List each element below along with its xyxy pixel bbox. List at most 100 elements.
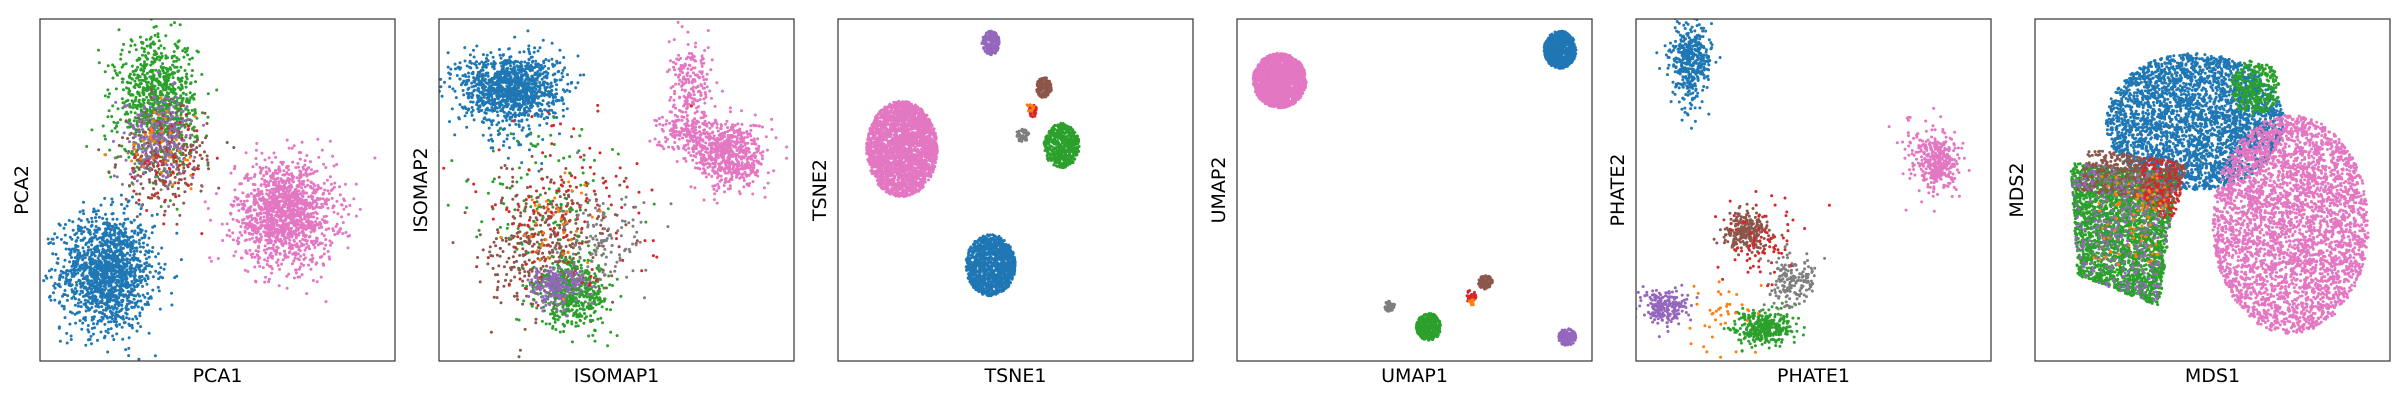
scatter-point	[293, 243, 297, 247]
scatter-point	[130, 39, 134, 43]
scatter-point	[186, 53, 190, 57]
scatter-point	[301, 199, 305, 203]
scatter-point	[527, 127, 531, 131]
scatter-point	[116, 265, 120, 269]
scatter-point	[275, 210, 278, 214]
scatter-point	[184, 148, 188, 152]
scatter-point	[85, 145, 89, 148]
scatter-point	[140, 147, 143, 151]
scatter-point	[256, 187, 260, 191]
scatter-point	[107, 245, 110, 249]
scatter-point	[470, 81, 474, 85]
scatter-point	[150, 80, 154, 84]
scatter-point	[252, 202, 256, 205]
scatter-point	[304, 246, 308, 250]
scatter-point	[119, 193, 123, 197]
scatter-point	[124, 158, 128, 162]
scatter-point	[150, 250, 154, 254]
scatter-point	[115, 278, 119, 282]
scatter-point	[268, 189, 272, 193]
scatter-point	[104, 227, 108, 231]
scatter-point	[115, 254, 119, 258]
scatter-point	[315, 236, 318, 240]
scatter-point	[264, 230, 268, 234]
scatter-point	[102, 308, 105, 312]
scatter-point	[103, 196, 107, 200]
scatter-point	[279, 177, 283, 181]
scatter-point	[141, 98, 145, 101]
scatter-point	[336, 212, 340, 216]
scatter-point	[264, 165, 268, 169]
scatter-point	[88, 255, 92, 259]
scatter-point	[551, 73, 555, 77]
scatter-point	[76, 236, 80, 240]
scatter-point	[152, 95, 156, 99]
scatter-point	[148, 166, 152, 170]
scatter-point	[129, 290, 133, 293]
scatter-point	[71, 220, 75, 224]
scatter-point	[158, 75, 162, 79]
scatter-point	[188, 162, 192, 166]
scatter-point	[497, 48, 501, 51]
scatter-point	[155, 212, 159, 216]
scatter-point	[159, 89, 163, 93]
scatter-point	[265, 172, 269, 175]
scatter-point	[251, 165, 255, 169]
scatter-point	[111, 104, 115, 108]
scatter-point	[256, 227, 260, 231]
scatter-point	[128, 125, 132, 129]
scatter-point	[141, 270, 145, 274]
scatter-point	[142, 50, 146, 54]
scatter-point	[335, 222, 339, 226]
scatter-point	[343, 199, 346, 203]
scatter-point	[326, 189, 330, 193]
scatter-point	[163, 8, 166, 11]
scatter-point	[269, 179, 273, 183]
scatter-point	[144, 54, 147, 58]
scatter-point	[283, 254, 287, 258]
scatter-point	[137, 74, 141, 78]
scatter-point	[146, 51, 150, 55]
scatter-point	[82, 269, 86, 273]
scatter-point	[167, 92, 171, 96]
scatter-point	[157, 113, 161, 117]
scatter-point	[193, 115, 197, 118]
scatter-point	[120, 325, 124, 329]
scatter-point	[309, 160, 312, 164]
scatter-point	[146, 292, 150, 295]
scatter-point	[198, 153, 202, 157]
scatter-point	[177, 86, 181, 90]
scatter-point	[141, 89, 145, 93]
scatter-point	[106, 331, 110, 335]
scatter-point	[178, 159, 182, 163]
scatter-point	[127, 50, 131, 54]
scatter-point	[263, 219, 267, 222]
scatter-point	[127, 322, 131, 326]
scatter-point	[291, 199, 295, 203]
scatter-point	[151, 246, 155, 249]
scatter-point	[164, 115, 168, 118]
scatter-point	[107, 304, 111, 308]
scatter-point	[206, 163, 210, 167]
scatter-point	[313, 246, 317, 249]
scatter-point	[188, 91, 192, 95]
scatter-point	[466, 87, 470, 91]
scatter-point	[233, 164, 237, 168]
scatter-point	[471, 100, 475, 104]
scatter-point	[292, 180, 295, 184]
scatter-point	[94, 301, 98, 305]
scatter-point	[86, 324, 90, 327]
scatter-point	[431, 86, 434, 89]
scatter-point	[173, 21, 176, 25]
scatter-point	[299, 170, 303, 174]
scatter-point	[87, 280, 91, 284]
scatter-point	[190, 74, 194, 78]
scatter-point	[314, 240, 318, 244]
scatter-point	[145, 124, 149, 128]
scatter-point	[296, 162, 300, 165]
scatter-point	[146, 141, 150, 145]
scatter-point	[284, 181, 288, 185]
scatter-point	[266, 241, 270, 245]
scatter-point	[132, 218, 136, 222]
scatter-point	[110, 197, 114, 201]
